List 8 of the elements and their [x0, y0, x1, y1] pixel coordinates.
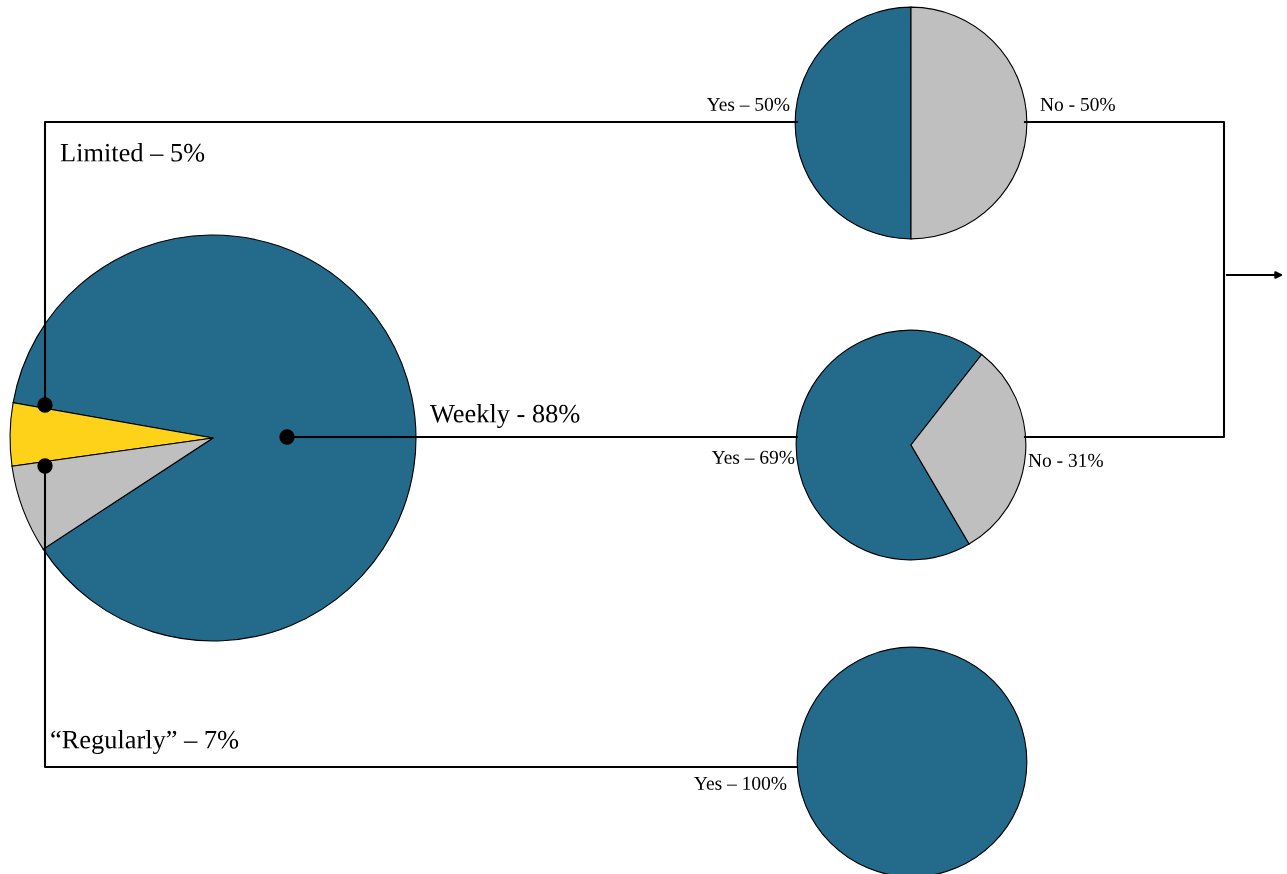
slice-label: No - 50%: [1040, 97, 1115, 111]
slice-label: No - 31%: [1028, 453, 1103, 467]
slice-label: Yes – 69%: [711, 450, 795, 464]
slice-label: Limited – 5%: [60, 143, 205, 162]
slice-label: Yes – 50%: [706, 97, 790, 111]
slice-label: Yes – 100%: [694, 776, 787, 790]
slice-label: “Regularly” – 7%: [51, 730, 239, 754]
slice-label: Weekly - 88%: [430, 404, 580, 428]
